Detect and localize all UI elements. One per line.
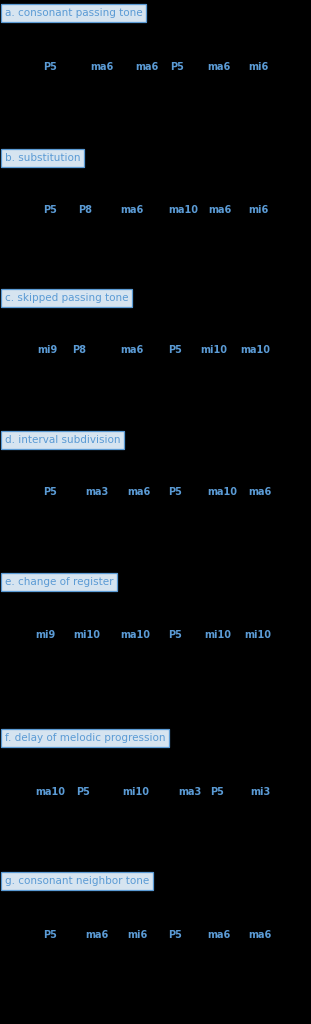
Text: e. change of register: e. change of register — [5, 577, 114, 587]
Text: mi10: mi10 — [204, 630, 231, 640]
Text: mi10: mi10 — [122, 787, 149, 797]
Text: ma3: ma3 — [178, 787, 201, 797]
Text: P5: P5 — [43, 930, 57, 940]
Text: ma6: ma6 — [90, 62, 113, 72]
Text: P5: P5 — [43, 62, 57, 72]
Text: P8: P8 — [72, 345, 86, 355]
Text: ma6: ma6 — [248, 930, 271, 940]
Text: ma10: ma10 — [120, 630, 150, 640]
Text: ma6: ma6 — [207, 62, 230, 72]
Text: d. interval subdivision: d. interval subdivision — [5, 435, 120, 445]
Text: P5: P5 — [210, 787, 224, 797]
Text: ma3: ma3 — [85, 487, 108, 497]
Text: P5: P5 — [170, 62, 184, 72]
Text: ma10: ma10 — [240, 345, 270, 355]
Text: mi10: mi10 — [73, 630, 100, 640]
Text: mi6: mi6 — [248, 62, 268, 72]
Text: mi6: mi6 — [127, 930, 147, 940]
Text: P5: P5 — [43, 487, 57, 497]
Text: a. consonant passing tone: a. consonant passing tone — [5, 8, 143, 18]
Text: ma6: ma6 — [248, 487, 271, 497]
Text: mi10: mi10 — [200, 345, 227, 355]
Text: f. delay of melodic progression: f. delay of melodic progression — [5, 733, 165, 743]
Text: ma6: ma6 — [208, 205, 231, 215]
Text: c. skipped passing tone: c. skipped passing tone — [5, 293, 128, 303]
Text: ma10: ma10 — [207, 487, 237, 497]
Text: b. substitution: b. substitution — [5, 153, 81, 163]
Text: ma10: ma10 — [168, 205, 198, 215]
Text: mi9: mi9 — [37, 345, 57, 355]
Text: ma6: ma6 — [127, 487, 150, 497]
Text: ma6: ma6 — [120, 345, 143, 355]
Text: mi3: mi3 — [250, 787, 270, 797]
Text: g. consonant neighbor tone: g. consonant neighbor tone — [5, 876, 149, 886]
Text: mi10: mi10 — [244, 630, 271, 640]
Text: ma6: ma6 — [135, 62, 158, 72]
Text: P5: P5 — [76, 787, 90, 797]
Text: P5: P5 — [168, 930, 182, 940]
Text: P5: P5 — [168, 345, 182, 355]
Text: ma6: ma6 — [85, 930, 108, 940]
Text: ma6: ma6 — [120, 205, 143, 215]
Text: P8: P8 — [78, 205, 92, 215]
Text: mi9: mi9 — [35, 630, 55, 640]
Text: P5: P5 — [43, 205, 57, 215]
Text: P5: P5 — [168, 487, 182, 497]
Text: ma10: ma10 — [35, 787, 65, 797]
Text: mi6: mi6 — [248, 205, 268, 215]
Text: ma6: ma6 — [207, 930, 230, 940]
Text: P5: P5 — [168, 630, 182, 640]
